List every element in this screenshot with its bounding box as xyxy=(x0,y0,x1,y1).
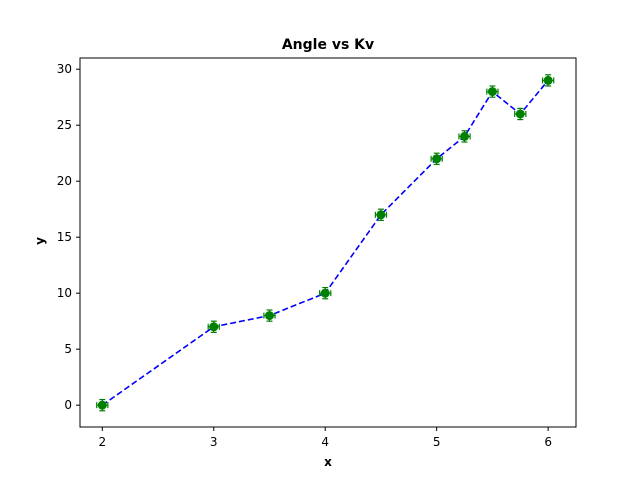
axes-frame xyxy=(79,57,577,428)
y-axis: 0 5 10 15 20 25 30 xyxy=(57,62,80,412)
data-point xyxy=(460,131,470,141)
x-axis-label: x xyxy=(324,455,332,469)
x-tick-label: 3 xyxy=(210,435,218,449)
data-point xyxy=(320,288,330,298)
x-axis: 2 3 4 5 6 xyxy=(98,427,552,449)
chart-title: Angle vs Kv xyxy=(282,37,374,53)
data-point xyxy=(97,400,107,410)
y-tick-label: 10 xyxy=(57,286,72,300)
data-point xyxy=(543,75,553,85)
y-tick-label: 15 xyxy=(57,230,72,244)
y-tick-label: 0 xyxy=(64,398,72,412)
x-tick-label: 2 xyxy=(98,435,106,449)
data-point xyxy=(515,109,525,119)
series-line xyxy=(101,79,549,406)
data-point xyxy=(264,311,274,321)
x-tick-label: 6 xyxy=(544,435,552,449)
data-point xyxy=(209,322,219,332)
data-point xyxy=(376,210,386,220)
x-tick-label: 5 xyxy=(433,435,441,449)
y-tick-label: 30 xyxy=(57,62,72,76)
y-tick-label: 20 xyxy=(57,174,72,188)
data-point xyxy=(432,154,442,164)
plot-area xyxy=(96,74,555,412)
y-tick-label: 25 xyxy=(57,118,72,132)
x-tick-label: 4 xyxy=(321,435,329,449)
data-point xyxy=(487,87,497,97)
y-axis-label: y xyxy=(33,237,47,245)
y-tick-label: 5 xyxy=(64,342,72,356)
